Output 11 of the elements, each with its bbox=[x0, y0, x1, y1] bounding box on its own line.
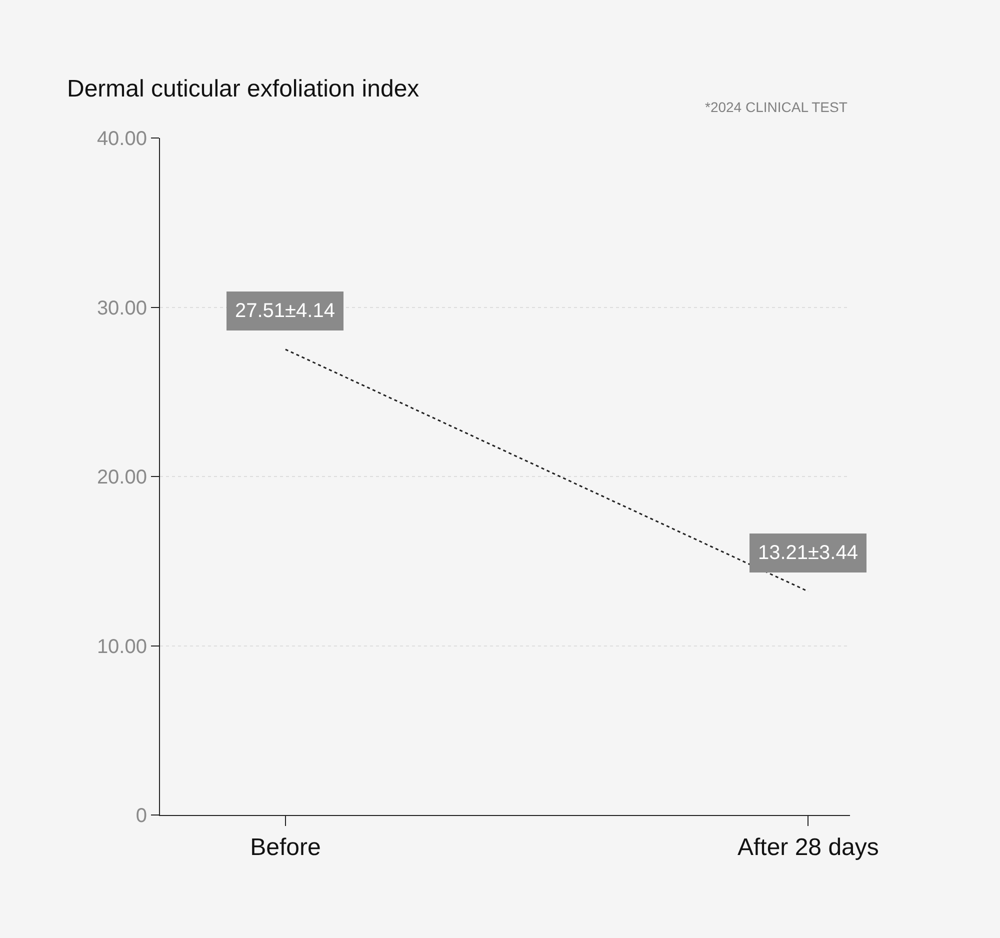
data-label: 13.21±3.44 bbox=[758, 542, 858, 564]
y-tick-label: 20.00 bbox=[96, 466, 147, 488]
y-tick-label: 30.00 bbox=[96, 297, 147, 320]
chart-title: Dermal cuticular exfoliation index bbox=[67, 76, 420, 103]
y-tick-label: 0 bbox=[136, 805, 147, 827]
y-tick-label: 10.00 bbox=[96, 636, 147, 658]
x-tick-label: After 28 days bbox=[737, 834, 879, 861]
x-tick-label: Before bbox=[250, 834, 321, 861]
text: *2024 CLINICAL TEST bbox=[705, 99, 848, 115]
data-label: 27.51±4.14 bbox=[235, 300, 335, 322]
y-tick-label: 40.00 bbox=[96, 128, 147, 150]
